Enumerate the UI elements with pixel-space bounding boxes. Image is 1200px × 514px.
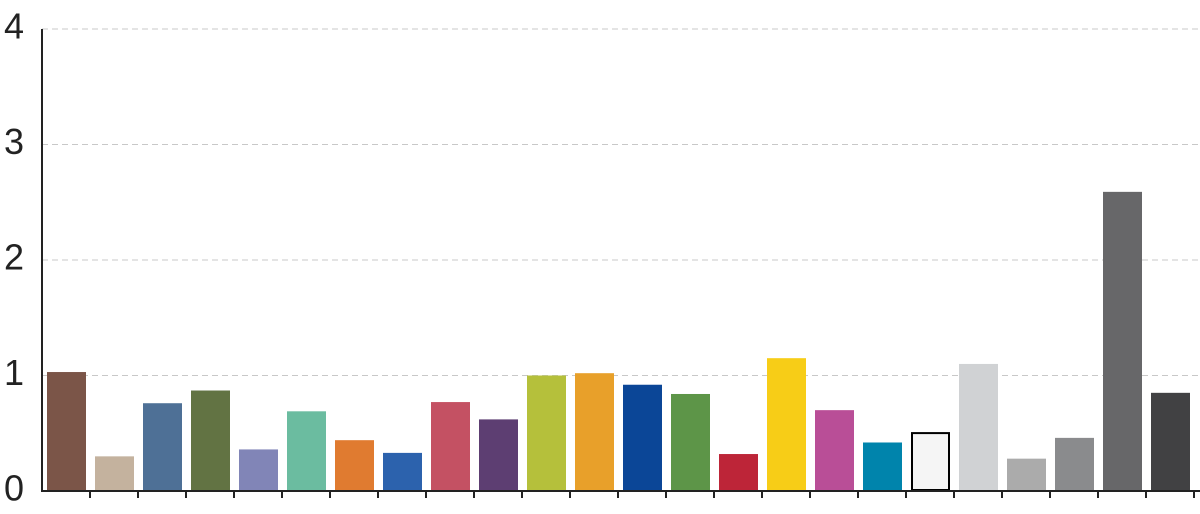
- bar: [479, 419, 518, 491]
- bar: [1151, 392, 1190, 491]
- bar: [335, 440, 374, 491]
- bar: [1055, 437, 1094, 491]
- bar: [239, 449, 278, 491]
- bar: [1007, 458, 1046, 491]
- y-tick-label: 0: [4, 468, 24, 509]
- bar: [959, 363, 998, 491]
- bar: [143, 403, 182, 491]
- y-tick-label: 3: [4, 121, 24, 162]
- bar: [623, 384, 662, 491]
- bar: [431, 402, 470, 491]
- bar: [191, 390, 230, 491]
- bar: [95, 456, 134, 491]
- bar: [767, 358, 806, 491]
- bar: [1103, 191, 1142, 492]
- y-tick-label: 4: [4, 6, 24, 47]
- bar: [383, 452, 422, 491]
- bar: [287, 411, 326, 491]
- bar: [527, 375, 566, 491]
- bar: [815, 410, 854, 491]
- bar: [719, 454, 758, 491]
- bar: [911, 432, 950, 491]
- bar: [863, 442, 902, 491]
- y-tick-label: 1: [4, 352, 24, 393]
- bar: [575, 373, 614, 491]
- bar: [671, 393, 710, 491]
- y-tick-label: 2: [4, 237, 24, 278]
- bar: [47, 372, 86, 491]
